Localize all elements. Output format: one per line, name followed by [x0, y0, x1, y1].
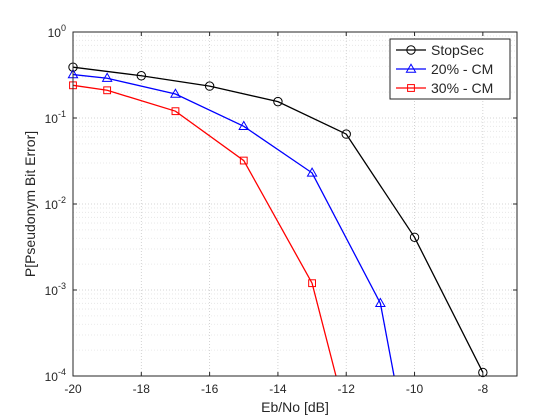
data-point [101, 72, 113, 82]
series-0 [68, 62, 488, 378]
data-point [409, 232, 420, 243]
x-tick-label: -20 [64, 382, 82, 396]
legend: StopSec 20% - CM 30% - CM [389, 38, 511, 100]
y-tick-label: 10-4 [45, 367, 66, 384]
data-point [169, 88, 181, 98]
x-tick-label: -14 [269, 382, 287, 396]
data-point [103, 86, 112, 95]
legend-marker [405, 63, 417, 73]
x-axis-label: Eb/No [dB] [261, 399, 329, 415]
series-layer [67, 62, 488, 378]
y-tick-label: 10-3 [45, 281, 66, 298]
data-point [308, 279, 316, 288]
data-point [238, 120, 250, 131]
data-point [171, 107, 180, 116]
y-tick-label: 10-1 [45, 109, 66, 126]
data-point [239, 156, 248, 165]
series-1 [67, 68, 395, 377]
series-line [73, 66, 484, 373]
series-line [73, 73, 395, 377]
series-line [73, 84, 337, 377]
legend-marker [406, 45, 416, 55]
legend-label: 20% - CM [431, 61, 493, 77]
x-tick-label: -16 [201, 382, 219, 396]
legend-label: 30% - CM [431, 80, 493, 96]
data-point [374, 297, 386, 308]
data-point [306, 167, 318, 177]
ticks: -20 -18 -16 -14 -12 -10 -8 10-4 10-3 10-2 10-1 100 [45, 23, 517, 396]
y-tick-label: 100 [48, 23, 66, 40]
x-tick-label: -10 [406, 382, 424, 396]
x-tick-label: -12 [338, 382, 356, 396]
x-tick-label: -18 [133, 382, 151, 396]
legend-label: StopSec [431, 42, 484, 58]
y-tick-label: 10-2 [45, 195, 66, 212]
y-axis-label: P[Pseudonym Bit Error] [22, 131, 38, 277]
x-tick-label: -8 [478, 382, 489, 396]
data-point [478, 367, 488, 378]
data-point [273, 96, 283, 107]
data-point [341, 129, 351, 139]
data-point [136, 71, 147, 81]
data-point [204, 81, 215, 91]
legend-marker [407, 84, 415, 92]
series-2 [69, 81, 337, 377]
